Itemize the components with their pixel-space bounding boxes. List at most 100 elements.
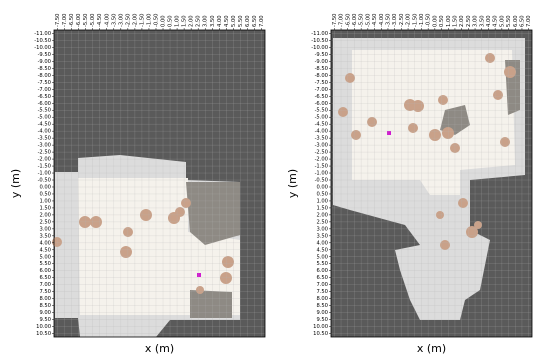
y-tick-label: -8.00 (38, 73, 51, 79)
y-tick-label: -6.00 (315, 101, 328, 107)
x-tick-label: 3.50 (210, 15, 216, 27)
y-tick-label: 10.00 (36, 324, 51, 330)
y-tick-label: -3.00 (38, 143, 51, 149)
y-tick-label: -2.00 (315, 157, 328, 163)
x-tick-label: -6.50 (345, 14, 351, 27)
y-tick-label: -9.50 (315, 52, 328, 58)
y-tick-label: 2.00 (39, 212, 51, 218)
y-tick-label: 6.00 (39, 268, 51, 274)
y-tick-label: 2.00 (316, 212, 328, 218)
y-tick-label: -3.00 (315, 143, 328, 149)
y-tick-label: -1.00 (315, 171, 328, 177)
y-axis-label: y (m) (286, 169, 299, 198)
y-tick-label: 3.00 (316, 226, 328, 232)
x-tick-label: -4.50 (372, 14, 378, 27)
y-tick-label: -4.50 (315, 122, 328, 128)
y-tick-label: -6.50 (315, 94, 328, 100)
x-tick-label: -7.50 (55, 14, 61, 27)
y-tick-label: 7.00 (316, 282, 328, 288)
y-tick-label: -0.50 (315, 178, 328, 184)
x-tick-label: -6.50 (69, 14, 75, 27)
x-tick-label: 1.50 (452, 15, 458, 27)
x-tick-label: 0.50 (168, 15, 174, 27)
y-tick-label: -5.50 (315, 108, 328, 114)
x-tick-label: 5.00 (499, 15, 505, 27)
y-tick-label: 0.50 (39, 191, 51, 197)
y-tick-label: 4.00 (316, 240, 328, 246)
x-tick-label: 2.50 (196, 15, 202, 27)
y-tick-label: -8.00 (315, 73, 328, 79)
y-tick-label: 3.50 (39, 233, 51, 239)
x-tick-label: 0.00 (161, 15, 167, 27)
y-tick-label: -5.00 (315, 115, 328, 121)
y-tick-label: 1.00 (316, 198, 328, 204)
y-tick-label: -2.00 (38, 157, 51, 163)
y-tick-label: 5.00 (39, 254, 51, 260)
x-tick-label: 3.00 (203, 15, 209, 27)
y-tick-label: -9.00 (315, 59, 328, 65)
map-right (331, 30, 532, 337)
x-tick-label: -1.50 (412, 14, 418, 27)
y-tick-label: -1.50 (315, 164, 328, 170)
x-tick-label: 3.50 (479, 15, 485, 27)
y-tick-label: 8.00 (316, 296, 328, 302)
x-tick-label: -7.00 (62, 14, 68, 27)
x-tick-label: -0.50 (426, 14, 432, 27)
x-tick-label: 0.00 (432, 15, 438, 27)
x-tick-label: -0.50 (153, 14, 159, 27)
y-tick-label: -10.00 (34, 45, 51, 51)
x-tick-label: -5.00 (90, 14, 96, 27)
y-tick-label: -6.50 (38, 94, 51, 100)
x-tick-label: 5.00 (231, 15, 237, 27)
x-tick-label: 3.00 (473, 15, 479, 27)
y-tick-label: 5.50 (39, 261, 51, 267)
y-tick-label: 7.50 (39, 289, 51, 295)
x-tick-label: -4.50 (97, 14, 103, 27)
y-tick-label: 1.50 (39, 205, 51, 211)
y-tick-label: 9.00 (39, 310, 51, 316)
y-tick-label: 6.00 (316, 268, 328, 274)
y-tick-label: 1.00 (39, 198, 51, 204)
x-tick-label: -1.50 (139, 14, 145, 27)
y-tick-label: 4.00 (39, 240, 51, 246)
y-tick-label: 0.00 (39, 184, 51, 190)
y-axis-label: y (m) (9, 169, 22, 198)
x-tick-label: -5.50 (83, 14, 89, 27)
x-tick-label: -3.50 (111, 14, 117, 27)
y-tick-label: -4.00 (315, 129, 328, 135)
y-tick-label: -7.00 (315, 87, 328, 93)
y-tick-label: -4.50 (38, 122, 51, 128)
x-tick-label: -6.00 (76, 14, 82, 27)
y-tick-label: -8.50 (38, 66, 51, 72)
y-tick-label: -10.50 (34, 38, 51, 44)
x-tick-label: -2.00 (132, 14, 138, 27)
plot-frame (53, 29, 266, 338)
x-tick-label: 4.00 (217, 15, 223, 27)
y-tick-label: 8.50 (316, 303, 328, 309)
x-tick-label: 4.50 (493, 15, 499, 27)
y-tick-label: -5.00 (38, 115, 51, 121)
y-tick-label: -10.00 (311, 45, 328, 51)
y-tick-label: 6.50 (316, 275, 328, 281)
y-tick-label: 5.00 (316, 254, 328, 260)
y-tick-label: 10.50 (313, 331, 328, 337)
x-tick-label: 6.50 (252, 15, 258, 27)
x-tick-label: 6.00 (245, 15, 251, 27)
x-tick-label: 6.50 (519, 15, 525, 27)
y-tick-label: 10.00 (313, 324, 328, 330)
x-tick-label: 1.00 (446, 15, 452, 27)
y-tick-label: -3.50 (38, 136, 51, 142)
x-tick-label: 1.50 (182, 15, 188, 27)
x-tick-label: -3.00 (118, 14, 124, 27)
y-tick-label: -1.00 (38, 171, 51, 177)
x-tick-label: -7.00 (339, 14, 345, 27)
y-tick-label: 9.00 (316, 310, 328, 316)
x-tick-label: 2.00 (459, 15, 465, 27)
y-tick-label: -7.50 (315, 80, 328, 86)
y-tick-label: -2.50 (38, 150, 51, 156)
x-tick-label: -5.00 (365, 14, 371, 27)
y-tick-label: 3.00 (39, 226, 51, 232)
x-tick-label: -2.00 (406, 14, 412, 27)
y-tick-label: -7.00 (38, 87, 51, 93)
